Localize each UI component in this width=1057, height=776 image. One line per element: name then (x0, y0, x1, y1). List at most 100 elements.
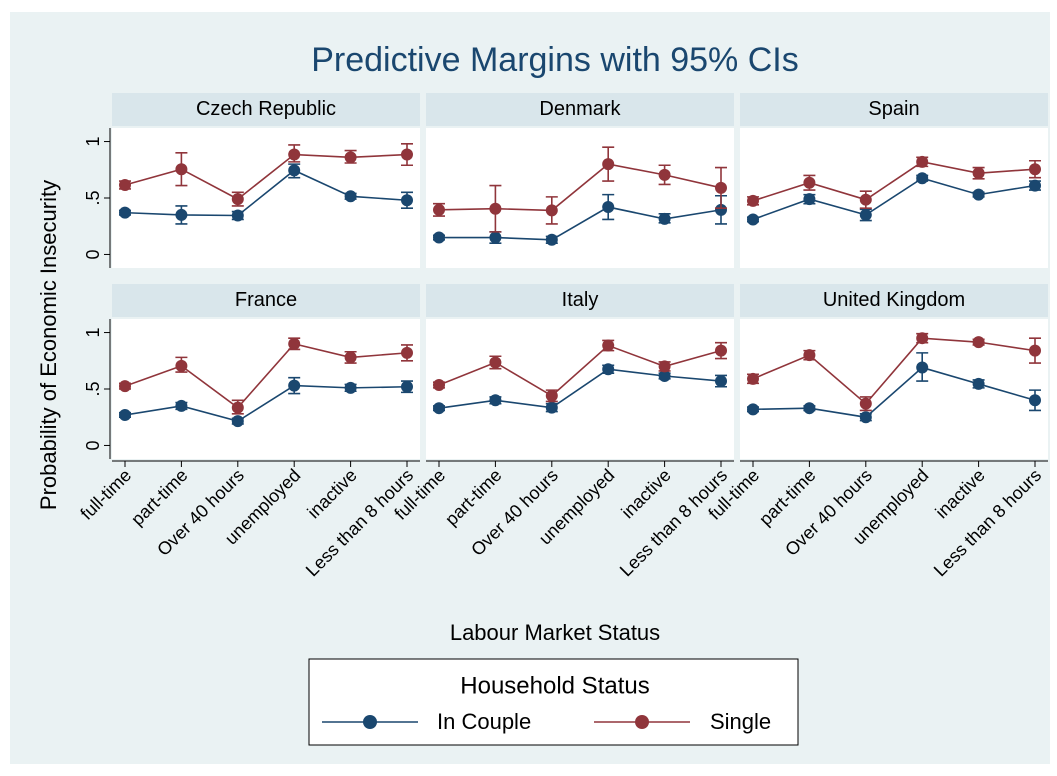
y-tick-label: .5 (83, 381, 103, 396)
plot-area (112, 319, 420, 459)
y-tick-label: .5 (83, 190, 103, 205)
data-point (119, 179, 131, 192)
y-tick-label: 1 (83, 328, 103, 338)
data-point (916, 172, 929, 185)
data-point (859, 208, 872, 221)
data-point (972, 167, 985, 180)
x-axis-label: Labour Market Status (450, 620, 660, 645)
data-point (715, 375, 727, 388)
data-point (175, 163, 188, 176)
panel-header (740, 284, 1048, 317)
data-point (545, 389, 558, 402)
data-point (175, 399, 188, 412)
data-point (231, 401, 244, 414)
panel-title: United Kingdom (823, 289, 965, 311)
panel-title: France (235, 289, 297, 311)
panel-header (740, 93, 1048, 126)
data-point (658, 370, 671, 383)
data-point (401, 194, 413, 207)
panel-header (112, 284, 420, 317)
legend-marker (363, 715, 377, 729)
data-point (972, 336, 985, 349)
data-point (433, 402, 445, 415)
data-point (803, 402, 816, 415)
data-point (175, 359, 188, 372)
data-point (545, 204, 558, 217)
data-point (344, 151, 357, 164)
y-tick-label: 1 (83, 137, 103, 147)
series-line (124, 342, 408, 409)
chart-title: Predictive Margins with 95% CIs (311, 41, 799, 79)
series-line (124, 153, 408, 201)
data-point (288, 148, 301, 161)
data-point (658, 212, 671, 225)
series-line (752, 366, 1036, 419)
data-point (916, 155, 929, 168)
data-point (602, 363, 615, 376)
data-point (119, 206, 131, 219)
panel-header (112, 93, 420, 126)
series-line (438, 163, 722, 212)
data-point (602, 201, 615, 214)
data-point (288, 164, 301, 177)
series-line (752, 177, 1036, 221)
series-line (752, 337, 1036, 405)
data-point (401, 346, 413, 359)
legend-marker (635, 715, 649, 729)
panel-header (426, 93, 734, 126)
data-point (715, 203, 727, 216)
data-point (859, 411, 872, 424)
panel-title: Czech Republic (196, 98, 336, 120)
data-point (433, 379, 445, 392)
data-point (602, 339, 615, 352)
y-axis-label: Probability of Economic Insecurity (36, 180, 61, 510)
data-point (1029, 163, 1041, 176)
data-point (489, 202, 502, 215)
panel-header (426, 284, 734, 317)
data-point (489, 231, 502, 244)
plot-area (426, 128, 734, 268)
panel-title: Denmark (539, 98, 621, 120)
data-point (747, 194, 759, 207)
data-point (747, 372, 759, 385)
data-point (658, 168, 671, 181)
plot-area (740, 319, 1048, 459)
data-point (916, 361, 929, 374)
data-point (1029, 179, 1041, 192)
series-line (124, 169, 408, 217)
data-point (489, 356, 502, 369)
data-point (972, 377, 985, 390)
data-point (859, 397, 872, 410)
series-line (752, 161, 1036, 202)
data-point (916, 332, 929, 345)
legend-label: Single (710, 709, 771, 734)
data-point (747, 403, 759, 416)
data-point (119, 408, 131, 421)
data-point (859, 193, 872, 206)
data-point (803, 176, 816, 189)
data-point (401, 380, 413, 393)
panel-title: Italy (562, 289, 599, 311)
data-point (747, 213, 759, 226)
series-line (124, 384, 408, 423)
panel-title: Spain (868, 98, 919, 120)
y-tick-label: 0 (83, 249, 103, 259)
data-point (344, 381, 357, 394)
series-line (438, 344, 722, 397)
data-point (803, 193, 816, 206)
data-point (715, 181, 727, 194)
data-point (545, 233, 558, 246)
data-point (344, 351, 357, 364)
data-point (175, 208, 188, 221)
data-point (715, 344, 727, 357)
series-line (439, 206, 722, 241)
data-point (1029, 394, 1041, 407)
data-point (288, 337, 301, 350)
legend-title: Household Status (460, 672, 649, 699)
data-point (602, 158, 615, 171)
data-point (803, 349, 816, 362)
data-point (231, 415, 244, 428)
data-point (545, 401, 558, 414)
data-point (401, 148, 413, 161)
series-line (438, 368, 722, 409)
